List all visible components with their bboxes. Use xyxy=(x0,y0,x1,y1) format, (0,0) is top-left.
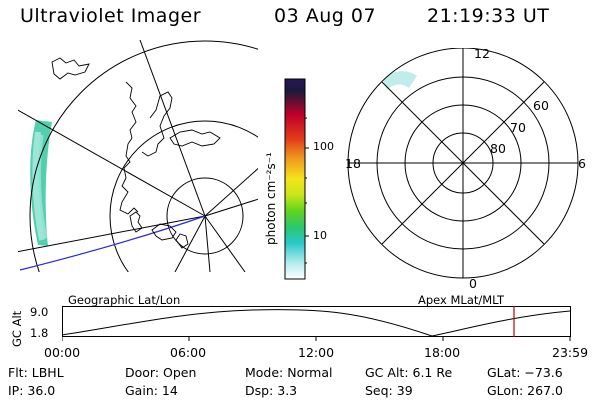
latitude-circle-outer xyxy=(29,40,258,272)
mlt-label-12: 12 xyxy=(474,46,490,61)
gain-info: Gain: 14 xyxy=(125,383,178,398)
polar-plot-label: Apex MLat/MLT xyxy=(418,293,505,307)
mode-info: Mode: Normal xyxy=(245,365,333,380)
coastline xyxy=(51,57,221,249)
geo-map-label: Geographic Lat/Lon xyxy=(68,293,181,307)
dsp-info: Dsp: 3.3 xyxy=(245,383,298,398)
lat-label-60: 60 xyxy=(533,98,549,113)
color-scale-bar xyxy=(284,78,309,280)
orbit-x-tick-1: 06:00 xyxy=(170,345,207,360)
orbit-altitude-plot xyxy=(62,306,571,341)
colorbar-tick-100: 100 xyxy=(313,140,334,153)
satellite-track xyxy=(19,215,206,271)
mlt-label-6: 6 xyxy=(578,156,586,171)
orbit-y-tick-min: 1.8 xyxy=(30,326,49,340)
orbit-x-tick-3: 18:00 xyxy=(424,345,461,360)
observation-date: 03 Aug 07 xyxy=(274,5,377,27)
ip-info: IP: 36.0 xyxy=(8,383,56,398)
polar-mlat-mlt-plot xyxy=(347,48,579,279)
lat-label-70: 70 xyxy=(510,120,526,135)
door-info: Door: Open xyxy=(125,365,197,380)
orbit-x-tick-4: 23:59 xyxy=(552,345,589,360)
mlt-label-18: 18 xyxy=(345,156,361,171)
filter-info: Flt: LBHL xyxy=(8,365,64,380)
seq-info: Seq: 39 xyxy=(365,383,413,398)
mlt-label-0: 0 xyxy=(469,276,477,291)
latitude-circle-inner xyxy=(166,177,244,255)
orbit-x-tick-2: 12:00 xyxy=(298,345,335,360)
latitude-circle-middle xyxy=(109,120,258,272)
gc-alt-info: GC Alt: 6.1 Re xyxy=(365,365,453,380)
orbit-x-tick-0: 00:00 xyxy=(44,345,81,360)
orbit-altitude-curve xyxy=(62,309,571,337)
orbit-y-axis-label: GC Alt xyxy=(10,310,24,347)
lat-label-80: 80 xyxy=(490,141,506,156)
aurora-oval-geo xyxy=(30,120,52,246)
orbit-y-tick-max: 9.0 xyxy=(30,305,49,319)
geographic-map xyxy=(18,40,258,272)
instrument-title: Ultraviolet Imager xyxy=(20,5,202,27)
aurora-oval-polar xyxy=(383,71,417,90)
glat-info: GLat: −73.6 xyxy=(487,365,563,380)
observation-time: 21:19:33 UT xyxy=(427,5,550,27)
colorbar-tick-10: 10 xyxy=(313,229,327,242)
colorbar-unit-label: photon cm⁻²s⁻¹ xyxy=(264,152,278,245)
glon-info: GLon: 267.0 xyxy=(487,383,563,398)
